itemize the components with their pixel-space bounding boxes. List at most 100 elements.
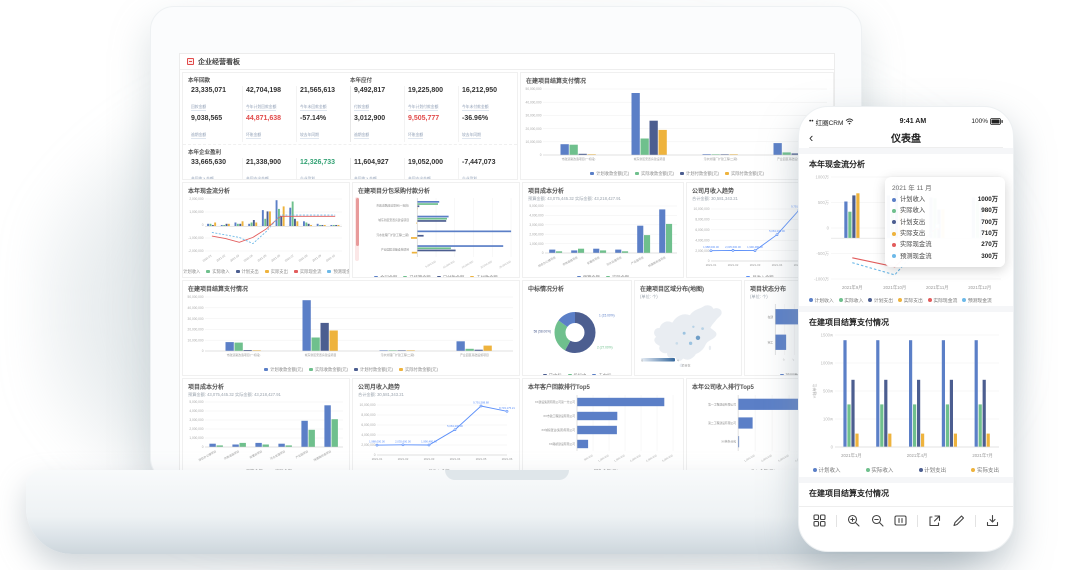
phone-payment-chart[interactable]: Y轴单位 1500w 1000w 500w 100w 0 2021年1月 2021年4月 202… <box>809 331 1005 459</box>
settlement-payment-bars-2-chart[interactable]: 50,000,000 40,000,000 30,000,000 20,000,000… <box>183 294 515 361</box>
legend-item[interactable]: 实际收款金额(元) <box>309 367 348 373</box>
legend-item[interactable]: 实际收入 <box>838 297 863 304</box>
legend-item[interactable]: 计划收款金额(元) <box>590 171 629 177</box>
legend-item[interactable]: 计划支出 <box>868 297 893 304</box>
slider-icon-button[interactable] <box>894 514 907 527</box>
section-title-cashflow: 本年现金流分析 <box>809 160 865 169</box>
legend-item[interactable]: 实际付款金额(元) <box>724 171 764 177</box>
svg-text:快速路改造项目: 快速路改造项目 <box>647 255 666 268</box>
kpi-label-link[interactable]: 回款金额 <box>191 105 207 111</box>
svg-text:市政道路改造项目(一标段): 市政道路改造项目(一标段) <box>227 352 261 357</box>
chart-scrollbar-vertical[interactable] <box>355 197 359 261</box>
phone-toolbar <box>799 506 1013 529</box>
panel-subtitle: 合计金额: 30,581,343.21 <box>358 392 404 397</box>
panel-subtitle: (单位: 个) <box>640 294 658 299</box>
svg-text:XX路桥建设有限公司: XX路桥建设有限公司 <box>549 442 575 446</box>
legend-item[interactable]: 投标中 <box>567 373 586 375</box>
kpi-label-link[interactable]: 今年未付款金额 <box>462 105 489 111</box>
panel-title: 本年现金流分析 <box>188 189 231 195</box>
kpi-label-link[interactable]: 合同收入金额 <box>354 177 377 179</box>
svg-text:5,000,000: 5,000,000 <box>425 259 437 269</box>
kpi-label-link[interactable]: 企业盈利 <box>300 177 315 179</box>
legend-item[interactable]: 已付款金额 <box>436 275 464 277</box>
legend-item[interactable]: 实际现金流 <box>293 269 321 275</box>
legend-item[interactable]: 实际支出 <box>971 466 999 474</box>
legend-item[interactable]: 实际现金流 <box>927 297 957 304</box>
bid-donut-chart[interactable]: 1 (15.00%) 2 (27.00%) 58 (58.00%) <box>523 294 627 367</box>
svg-text:5,063,200.00: 5,063,200.00 <box>447 424 463 428</box>
legend-item[interactable]: 实际收入 <box>865 466 893 474</box>
kpi-label-link[interactable]: 今年计划付款金额 <box>408 105 439 111</box>
kpi-label-link[interactable]: 逾期金额 <box>354 133 370 140</box>
legend-item[interactable]: 月收入金额 <box>746 275 774 277</box>
legend-item[interactable]: 计划付款金额(元) <box>354 367 393 373</box>
legend-item[interactable]: 预测现金流 <box>327 269 349 275</box>
kpi-label-link[interactable]: 坏账金额 <box>408 133 424 140</box>
legend-item[interactable]: 已结算金额 <box>403 275 431 277</box>
legend-item[interactable]: 实际支出 <box>898 297 923 304</box>
payment-chart[interactable]: Y轴单位 1500w 1000w 500w 100w 0 2021年1月 2021年4月 202… <box>809 331 1003 464</box>
download-icon-button[interactable] <box>986 514 999 527</box>
edit-icon <box>952 515 964 527</box>
legend-item[interactable]: 项目数 <box>779 373 798 375</box>
tooltip-row: 预测现金流 300万 <box>892 251 998 262</box>
svg-text:0: 0 <box>542 251 544 255</box>
legend-item[interactable]: 已中标 <box>542 373 562 375</box>
edit-icon-button[interactable] <box>952 514 965 527</box>
subcontract-hbars-chart[interactable]: 5,000,000 10,000,000 15,000,000 20,000,000 2… <box>359 196 515 269</box>
legend-item[interactable]: 计划支出 <box>235 269 259 275</box>
monthly-income-line-2-chart[interactable]: 10,000,000 8,000,000 6,000,000 4,000,000 2,0… <box>353 399 516 463</box>
svg-text:1,000,000: 1,000,000 <box>529 242 543 246</box>
legend-item[interactable]: 实际收入 <box>206 269 230 275</box>
kpi-label-link[interactable]: 今年未回款金额 <box>300 105 327 111</box>
kpi-value: 44,871,638 <box>246 115 282 123</box>
kpi-label-link[interactable]: 合同支出金额 <box>408 177 431 179</box>
kpi-label-link[interactable]: 企业盈利 <box>462 177 477 179</box>
svg-text:2021-05: 2021-05 <box>476 457 487 461</box>
kpi-label-link[interactable]: 逾期金额 <box>191 133 207 140</box>
kpi-label-link[interactable]: 较去年同期 <box>300 133 319 140</box>
svg-text:2021年11月: 2021年11月 <box>926 284 949 291</box>
kpi-label-link[interactable]: 坏账金额 <box>246 133 262 140</box>
legend-item[interactable]: 计划收入 <box>809 297 834 304</box>
legend-item[interactable]: 计划支出 <box>918 466 946 474</box>
legend-item[interactable]: 实际收款金额(元) <box>635 171 674 177</box>
grid-icon-button[interactable] <box>813 514 826 527</box>
battery-percent: 100% <box>971 118 988 125</box>
settlement-payment-bars-chart[interactable]: 50,000,000 40,000,000 30,000,000 20,000,000… <box>521 86 829 165</box>
kpi-label-link[interactable]: 较去年同期 <box>462 133 481 140</box>
kpi-label-link[interactable]: 付款金额 <box>354 105 370 111</box>
zoom-out-icon-button[interactable] <box>871 514 884 527</box>
svg-text:5,000,000: 5,000,000 <box>189 400 203 404</box>
legend-item[interactable]: 计划收入 <box>813 466 841 474</box>
region-map-chart[interactable]: 0 4 项目数 <box>635 301 737 368</box>
legend-item[interactable]: 未中标 <box>592 373 611 375</box>
chart-scrollbar[interactable] <box>191 277 341 278</box>
cashflow-combo-chart[interactable]: 2,000,0001,000,0000-1,000,000-2,000,0002… <box>183 196 345 263</box>
project-cost-bars-2-chart[interactable]: 5,000,000 4,000,000 3,000,000 2,000,000 1,00… <box>183 399 345 463</box>
zoom-in-icon-button[interactable] <box>847 514 860 527</box>
legend-item[interactable]: 实际付款金额(元) <box>398 367 438 373</box>
legend-item[interactable]: 计划收款金额(元) <box>264 367 303 373</box>
kpi-label-link[interactable]: 合同支出金额 <box>246 177 269 179</box>
back-button[interactable]: ‹ <box>809 129 814 145</box>
svg-text:2021年10月: 2021年10月 <box>883 284 906 291</box>
chart-scrollbar[interactable] <box>529 179 825 180</box>
chart-scrollbar[interactable] <box>191 375 511 376</box>
divider-band <box>799 306 1013 312</box>
legend-item[interactable]: 实际支出 <box>264 269 288 275</box>
share-icon-button[interactable] <box>928 514 941 527</box>
legend-item[interactable]: 未付款金额 <box>470 275 498 277</box>
legend-item[interactable]: 计划付款金额(元) <box>680 171 719 177</box>
legend-item[interactable]: 计划收入 <box>183 269 200 275</box>
panel-subtitle: (单位: 个) <box>750 294 768 299</box>
project-cost-bars-chart[interactable]: 5,000,000 4,000,000 3,000,000 2,000,000 1,00… <box>523 203 679 269</box>
kpi-label-link[interactable]: 今年计划回款金额 <box>246 105 277 111</box>
payment-legend: 计划收入 实际收入 计划支出 实际支出 <box>809 464 1003 477</box>
legend-item[interactable]: 合同金额 <box>374 275 397 277</box>
legend-item[interactable]: 预算金额 <box>576 275 600 277</box>
legend-item[interactable]: 预测现金流 <box>962 297 992 304</box>
legend-item[interactable]: 实际金额 <box>606 275 629 277</box>
customer-top5-hbar-chart[interactable]: 500,000 1,000,000 1,500,000 2,000,000 2,500,… <box>523 392 679 463</box>
kpi-label-link[interactable]: 合同收入金额 <box>191 177 214 179</box>
